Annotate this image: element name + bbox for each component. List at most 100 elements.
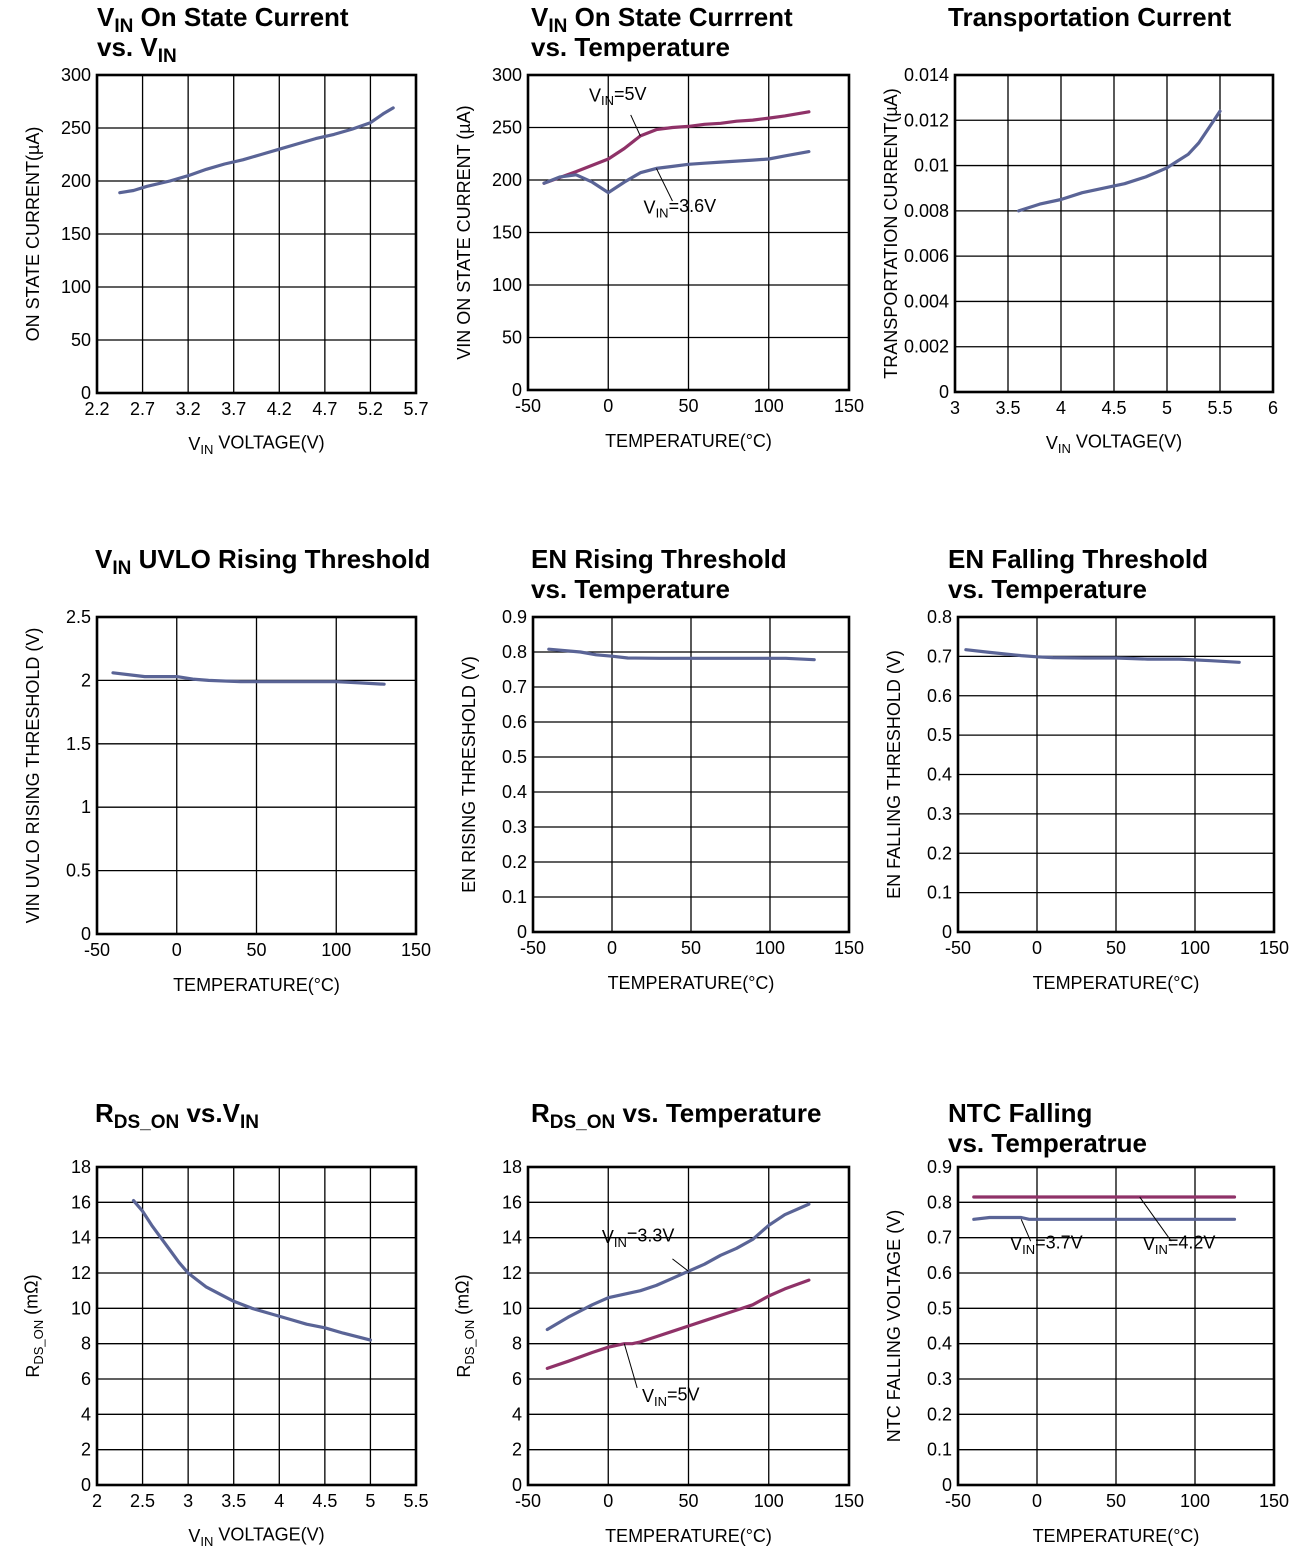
y-tick-label: 4 [512, 1404, 522, 1424]
y-tick-label: 2.5 [66, 607, 91, 627]
text-part: TEMPERATURE(°C) [173, 975, 340, 995]
text-part: IN [1022, 1242, 1035, 1257]
plot-frame [953, 73, 1275, 394]
y-tick-label: 18 [502, 1157, 522, 1177]
chart-title-line: EN Rising Threshold [531, 544, 787, 574]
text-part: V [1143, 1234, 1155, 1254]
series-annotation-label: VIN=4.2V [1143, 1233, 1216, 1257]
text-part: IN [601, 93, 614, 108]
chart-title-part: DS_ON [113, 1112, 180, 1133]
y-tick-label: 12 [71, 1263, 91, 1283]
text-part: TRANSPORTATION CURRENT(µA) [881, 88, 901, 378]
x-tick-label: 50 [1106, 938, 1126, 958]
text-part: VIN UVLO RISING THRESHOLD (V) [23, 628, 43, 924]
chart-title-part: EN Falling Threshold [948, 544, 1209, 574]
chart-title-line: VIN UVLO Rising Threshold [95, 544, 430, 579]
series-line-blue [964, 648, 1241, 664]
series-annotation-label: VIN=5V [642, 1384, 700, 1408]
x-axis-label: VIN VOLTAGE(V) [188, 1525, 324, 1549]
plot-frame [95, 73, 418, 395]
x-tick-label: 3 [183, 1491, 193, 1511]
y-axis-label: TRANSPORTATION CURRENT(µA) [881, 88, 901, 378]
chart-title-part: V [95, 544, 113, 574]
y-tick-label: 0.5 [927, 1298, 952, 1318]
series-line-blue [118, 106, 395, 195]
text-part: V [589, 85, 601, 105]
chart-title-line: VIN On State Currrent [531, 2, 793, 37]
y-tick-label: 4 [81, 1404, 91, 1424]
y-tick-label: 0.1 [502, 887, 527, 907]
chart-title-part: vs. Temperature [948, 574, 1147, 604]
y-tick-label: 6 [512, 1369, 522, 1389]
x-axis-label: TEMPERATURE(°C) [173, 975, 340, 995]
y-tick-label: 0.1 [927, 1440, 952, 1460]
series-line-blue [111, 671, 386, 686]
text-part: IN [654, 1394, 667, 1409]
annotation-leader-line [672, 1258, 689, 1272]
x-tick-label: 6 [1268, 398, 1278, 418]
x-tick-label: 4 [1056, 398, 1066, 418]
y-tick-label: 250 [61, 118, 91, 138]
series-line-blue [972, 1215, 1237, 1221]
y-tick-label: 14 [71, 1228, 91, 1248]
annotation-leader-line [655, 168, 673, 202]
text-part: V [1046, 433, 1058, 453]
chart-title-part: V [531, 2, 549, 32]
x-tick-label: 100 [321, 940, 351, 960]
x-tick-label: 3.5 [995, 398, 1020, 418]
x-tick-label: 150 [834, 1491, 864, 1511]
y-axis-label: NTC FALLING VOLTAGE (V) [884, 1210, 904, 1442]
y-tick-label: 2 [81, 1440, 91, 1460]
x-tick-label: 3.2 [176, 399, 201, 419]
y-tick-label: 0.2 [927, 843, 952, 863]
chart-title-part: vs.V [179, 1098, 240, 1128]
x-tick-label: 0 [172, 940, 182, 960]
chart-title-line: NTC Falling [948, 1098, 1092, 1128]
y-axis-label: VIN ON STATE CURRENT (µA) [454, 105, 474, 359]
y-axis-label: RDS_ON (mΩ) [22, 1274, 46, 1377]
y-tick-label: 100 [61, 277, 91, 297]
y-tick-label: 0.8 [927, 607, 952, 627]
x-tick-label: 0 [607, 938, 617, 958]
y-tick-label: 10 [71, 1298, 91, 1318]
annotation-leader-line [630, 114, 641, 137]
y-tick-label: 0.4 [502, 782, 527, 802]
y-tick-label: 0.8 [502, 642, 527, 662]
plot-frame [95, 1165, 418, 1487]
y-tick-label: 0.012 [904, 110, 949, 130]
x-tick-label: 150 [1259, 938, 1289, 958]
text-part: IN [1058, 441, 1071, 456]
plot-frame [95, 615, 418, 936]
chart-title-part: IN [548, 16, 568, 37]
annotation-leader-line [1020, 1219, 1032, 1242]
chart-title-part: IN [239, 1112, 259, 1133]
text-part: V [1010, 1234, 1022, 1254]
y-axis-label: EN FALLING THRESHOLD (V) [884, 650, 904, 899]
text-part: V [188, 434, 200, 454]
x-tick-label: 5 [1162, 398, 1172, 418]
y-tick-label: 200 [492, 170, 522, 190]
chart-title-line: vs. VIN [97, 32, 177, 67]
y-tick-label: 8 [512, 1334, 522, 1354]
y-tick-label: 6 [81, 1369, 91, 1389]
y-tick-label: 0.014 [904, 65, 949, 85]
y-tick-label: 0.1 [927, 883, 952, 903]
y-tick-label: 0.004 [904, 291, 949, 311]
y-tick-label: 0 [512, 1475, 522, 1495]
text-part: =5V [667, 1384, 700, 1404]
x-tick-label: 4 [274, 1491, 284, 1511]
x-tick-label: 100 [755, 938, 785, 958]
text-part: IN [200, 442, 213, 457]
annotation-leader-line [623, 1343, 638, 1388]
y-axis-label: ON STATE CURRENT(µA) [23, 127, 43, 342]
series-annotation-label: VIN=3.6V [644, 196, 717, 220]
y-tick-label: 12 [502, 1263, 522, 1283]
x-tick-label: 2.7 [130, 399, 155, 419]
x-tick-label: 100 [1180, 1491, 1210, 1511]
text-part: =5V [614, 84, 647, 104]
x-tick-label: 2.5 [130, 1491, 155, 1511]
y-tick-label: 50 [71, 330, 91, 350]
